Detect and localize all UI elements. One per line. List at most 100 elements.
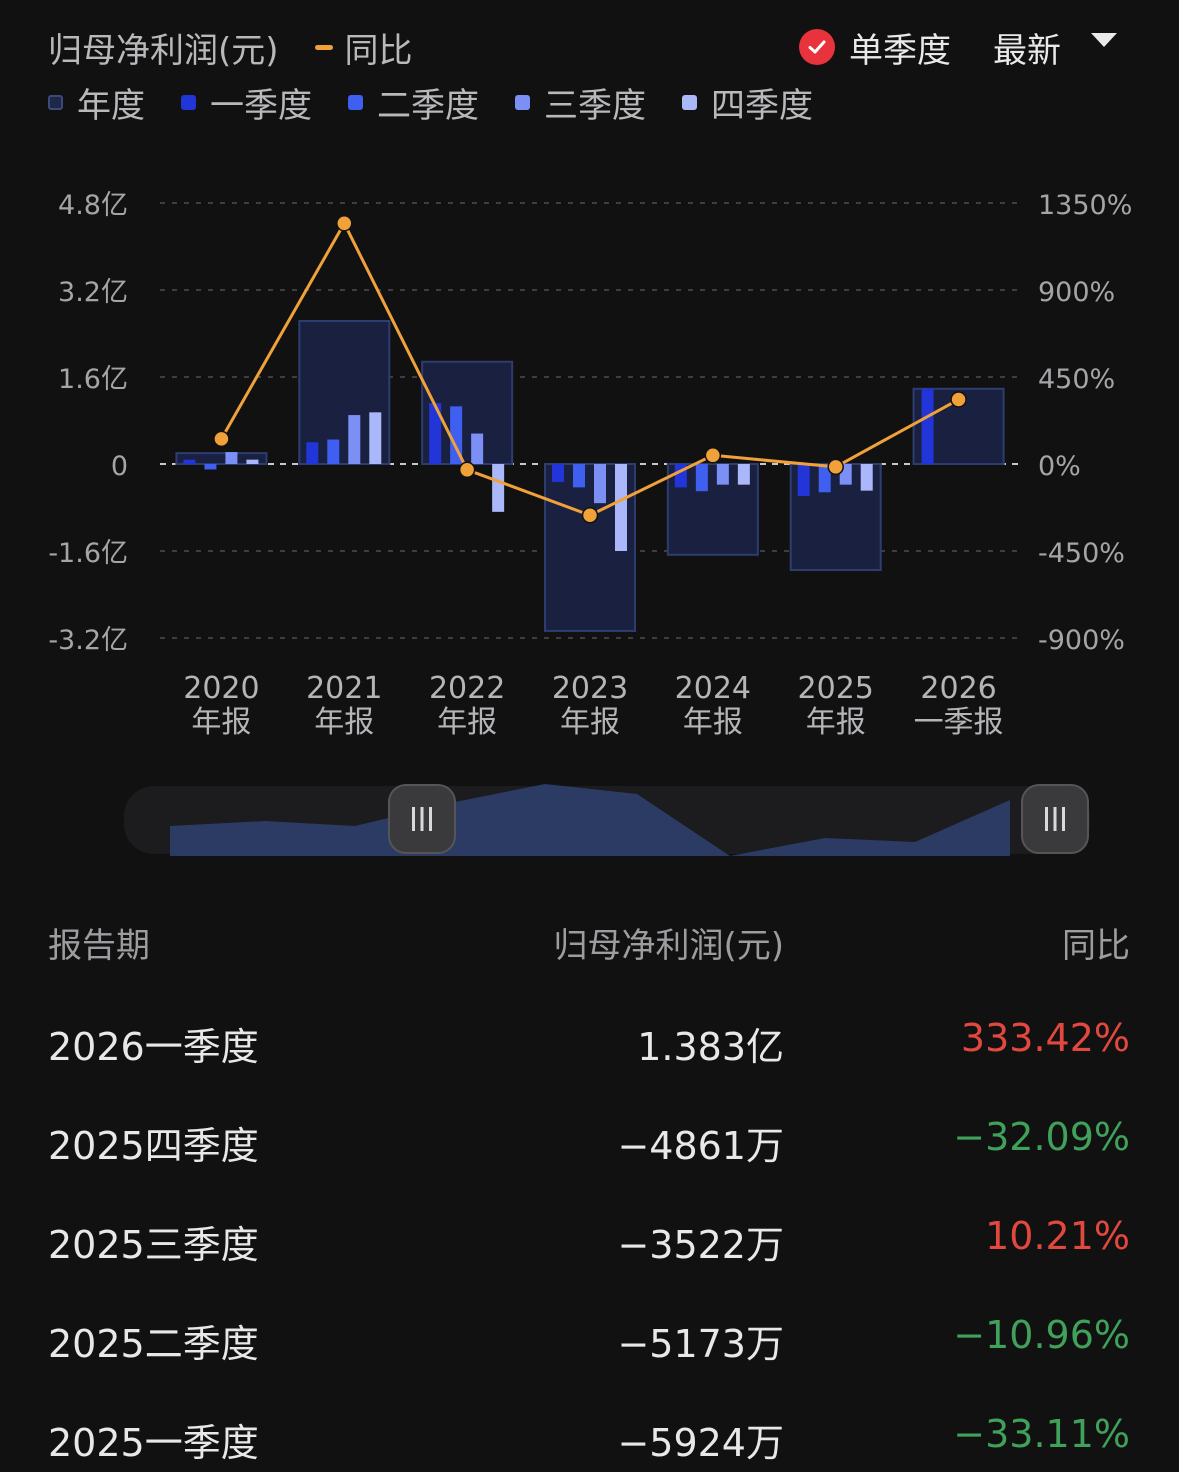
chart-options: 单季度 最新 (799, 22, 1117, 72)
y-right-tick-label: 0% (1038, 451, 1081, 482)
quarter-bar (225, 452, 238, 464)
x-tick-label-report: 年报 (560, 705, 620, 740)
x-tick-label-report: 年报 (683, 705, 743, 740)
table-row[interactable]: 2025四季度 −4861万 −32.09% (48, 1115, 1130, 1175)
legend-label-q4: 四季度 (711, 85, 813, 126)
x-tick-label-year: 2023 (552, 671, 628, 706)
header-period: 报告期 (48, 926, 150, 966)
quarter-bar (348, 415, 361, 464)
range-slider-left-handle[interactable] (388, 784, 456, 854)
x-tick-label-year: 2022 (429, 671, 505, 706)
legend-label-annual: 年度 (77, 85, 145, 126)
row-profit: −4861万 (617, 1124, 784, 1168)
y-left-tick-label: 0 (111, 451, 128, 482)
legend-swatch-q1 (181, 94, 196, 110)
quarter-bar (450, 406, 463, 464)
quarter-bar (615, 464, 627, 551)
y-right-tick-label: 900% (1038, 277, 1115, 308)
range-slider-preview (170, 784, 1010, 856)
quarter-bar (737, 464, 750, 485)
chart-legend: 年度 一季度 二季度 三季度 四季度 (48, 78, 849, 127)
row-period: 2025三季度 (48, 1223, 259, 1267)
row-profit: −5173万 (617, 1322, 784, 1366)
chart-title: 归母净利润(元) (48, 30, 279, 71)
x-tick-label-year: 2024 (675, 671, 751, 706)
y-left-tick-label: -1.6亿 (48, 538, 128, 569)
y-right-tick-label: -900% (1038, 625, 1125, 656)
quarter-bar (860, 464, 873, 491)
row-yoy: −10.96% (953, 1313, 1130, 1357)
legend-swatch-q4 (682, 94, 697, 110)
quarter-bar (594, 464, 606, 504)
legend-label-q1: 一季度 (210, 85, 312, 126)
chart-header: 归母净利润(元) 同比 (48, 22, 413, 72)
grip-icon (412, 807, 432, 831)
y-right-tick-label: -450% (1038, 538, 1125, 569)
row-yoy: 10.21% (985, 1214, 1130, 1258)
legend-item-q4[interactable]: 四季度 (682, 78, 813, 127)
row-period: 2025一季度 (48, 1421, 259, 1465)
single-quarter-checkbox[interactable] (799, 29, 835, 65)
header-profit: 归母净利润(元) (553, 926, 784, 966)
y-left-tick-label: 3.2亿 (58, 277, 128, 308)
legend-item-q2[interactable]: 二季度 (348, 78, 479, 127)
quarter-bar (818, 464, 831, 493)
legend-swatch-q2 (348, 94, 363, 110)
y-left-tick-label: 1.6亿 (58, 364, 128, 395)
range-slider-right-handle[interactable] (1021, 784, 1089, 854)
grip-icon (1045, 807, 1065, 831)
x-tick-label-report: 一季报 (914, 705, 1004, 740)
quarter-bar (306, 442, 319, 464)
check-icon (808, 40, 826, 54)
table-row[interactable]: 2025一季度 −5924万 −33.11% (48, 1412, 1130, 1472)
row-period: 2025四季度 (48, 1124, 259, 1168)
quarter-bar (429, 403, 442, 464)
latest-dropdown-label[interactable]: 最新 (993, 30, 1061, 71)
yoy-point (827, 458, 844, 476)
legend-swatch-annual (48, 94, 63, 110)
x-tick-label-report: 年报 (437, 705, 497, 740)
quarter-bar (552, 464, 564, 482)
header-yoy: 同比 (1062, 926, 1130, 966)
x-tick-label-year: 2020 (183, 671, 259, 706)
row-period: 2025二季度 (48, 1322, 259, 1366)
legend-item-annual[interactable]: 年度 (48, 78, 145, 127)
single-quarter-label[interactable]: 单季度 (849, 30, 951, 71)
legend-item-q3[interactable]: 三季度 (515, 78, 646, 127)
quarter-bar (369, 412, 382, 464)
caret-down-icon[interactable] (1091, 33, 1117, 47)
slider-preview-area (170, 784, 1010, 856)
table-row[interactable]: 2025三季度 −3522万 10.21% (48, 1214, 1130, 1274)
annual-bar (175, 452, 268, 465)
y-left-tick-label: -3.2亿 (48, 625, 128, 656)
y-right-tick-label: 450% (1038, 364, 1115, 395)
x-tick-label-report: 年报 (314, 705, 374, 740)
quarter-bar (327, 439, 340, 464)
legend-item-q1[interactable]: 一季度 (181, 78, 312, 127)
quarter-bar (695, 464, 708, 492)
row-profit: 1.383亿 (637, 1025, 784, 1069)
yoy-point (213, 430, 230, 448)
yoy-point (458, 461, 476, 479)
x-tick-label-report: 年报 (191, 705, 251, 740)
table-row[interactable]: 2025二季度 −5173万 −10.96% (48, 1313, 1130, 1373)
x-tick-label-year: 2026 (920, 671, 996, 706)
y-right-tick-label: 1350% (1038, 190, 1132, 221)
yoy-legend-label: 同比 (344, 30, 413, 71)
legend-swatch-q3 (515, 94, 530, 110)
yoy-legend-line (314, 44, 333, 50)
row-profit: −3522万 (617, 1223, 784, 1267)
table-header: 报告期 归母净利润(元) 同比 (48, 918, 1130, 968)
quarter-bar (471, 433, 484, 464)
table-row[interactable]: 2026一季度 1.383亿 333.42% (48, 1016, 1130, 1076)
row-yoy: −32.09% (953, 1115, 1130, 1159)
quarter-bar (921, 388, 934, 464)
x-tick-label-year: 2025 (798, 671, 874, 706)
y-left-tick-label: 4.8亿 (58, 190, 128, 221)
yoy-point (704, 447, 722, 464)
quarter-bar (573, 464, 585, 488)
yoy-point (581, 506, 599, 524)
x-tick-label-year: 2021 (306, 671, 382, 706)
profit-chart[interactable]: 4.8亿 1350% 3.2亿 900% 1.6亿 450% 0 0% -1.6亿 -450% -3… (0, 150, 1179, 750)
quarter-bar (716, 464, 729, 485)
